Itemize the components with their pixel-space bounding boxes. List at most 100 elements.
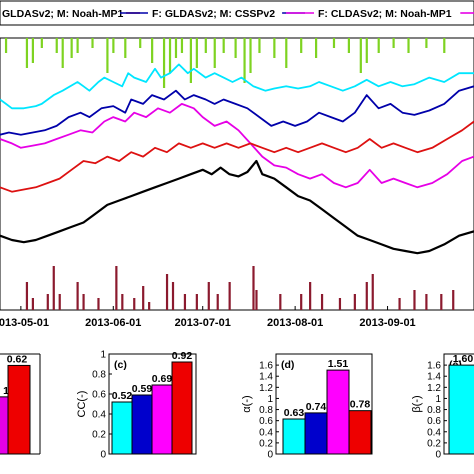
irrigation-bar [31, 298, 34, 310]
irrigation-bar [97, 298, 100, 310]
bar-value-label: 0.62 [7, 353, 28, 365]
panel-e: 00.20.40.60.811.21.41.6β(-)(e)1.60 [411, 353, 474, 461]
irrigation-bar [25, 282, 29, 310]
rain-bar [273, 38, 276, 58]
bar-value-label: 0.74 [306, 401, 327, 413]
bar-value-label: 1.60 [453, 353, 474, 365]
rain-bar [365, 38, 368, 63]
rain-bar [332, 38, 336, 48]
rain-bar [443, 38, 446, 53]
y-tick-label: 0 [267, 450, 273, 461]
x-tick-label: 2013-06-01 [85, 317, 141, 329]
y-tick-label: 0.4 [92, 410, 106, 421]
irrigation-bar [320, 294, 324, 310]
rain-bar [124, 38, 127, 58]
rain-bar [234, 38, 237, 58]
y-tick-label: 0 [435, 450, 441, 461]
irrigation-bar [148, 302, 151, 310]
rain-bar [195, 38, 198, 68]
legend-label: F: GLDASv2; M: CSSPv2 [152, 8, 275, 20]
panel-d: 00.20.40.60.811.21.41.6 α(-) (d) 0.630.74 1.… [241, 353, 373, 461]
rain-bar [168, 38, 172, 73]
x-tick-label: 2013-09-01 [359, 317, 415, 329]
irrigation-bar [279, 294, 282, 310]
bar-value-label: 1.51 [328, 358, 349, 370]
bar-value-label: 1 [3, 385, 9, 397]
irrigation-bar [300, 294, 303, 310]
y-tick-label: 1 [100, 350, 106, 361]
panel-b: 10.62 [0, 353, 41, 455]
rain-bar [359, 38, 362, 73]
timeseries-panel: GLDASv2; M: Noah-MP1 F: GLDASv2; M: CSSPv… [0, 0, 474, 329]
rain-bar [222, 38, 225, 53]
y-tick-label: 1 [435, 394, 441, 405]
irrigation-bar [338, 298, 342, 310]
rain-bar [189, 38, 192, 83]
rain-bar [25, 38, 29, 68]
y-tick-label: 0.6 [427, 416, 441, 427]
bar-value-label: 0.78 [350, 399, 371, 411]
irrigation-bar [398, 298, 401, 310]
legend: GLDASv2; M: Noah-MP1 F: GLDASv2; M: CSSPv… [0, 0, 474, 26]
bar-value-label: 0.52 [112, 390, 133, 402]
rain-bar [425, 38, 428, 48]
rain-bar [4, 38, 8, 53]
y-tick-label: 0.8 [92, 370, 106, 381]
rain-bar [300, 38, 303, 53]
rain-bar [61, 38, 64, 68]
rain-bar [204, 38, 207, 53]
y-tick-label: 1.6 [427, 361, 441, 372]
rain-bar [106, 38, 109, 73]
y-tick-label: 0.6 [92, 390, 106, 401]
y-tick-label: 1.4 [427, 372, 441, 383]
y-tick-label: 0.2 [259, 438, 273, 449]
x-tick-labels: 2013-05-01 2013-06-01 2013-07-01 2013-08-01… [0, 306, 416, 329]
bar [304, 412, 328, 455]
rain-bar [91, 38, 94, 48]
y-tick-label: 1.6 [259, 361, 273, 372]
irrigation-bar [58, 294, 61, 310]
irrigation-bar [183, 294, 187, 310]
bar [111, 401, 133, 455]
irrigation-bar [46, 294, 49, 310]
rain-bar [112, 38, 115, 53]
irrigation-bar [82, 294, 85, 310]
series-line [0, 63, 474, 110]
bar-value-label: 0.69 [152, 373, 173, 385]
bar [282, 418, 306, 455]
series-line [0, 85, 474, 136]
bar-value-label: 0.59 [132, 383, 153, 395]
irrigation-bar [165, 274, 169, 310]
irrigation-bar [195, 294, 198, 310]
panel-c: 0 0.2 0.4 0.6 0.8 1 CC(-) (c) 0.520.590.69 0.92 [76, 350, 197, 461]
irrigation-bar [252, 266, 255, 310]
irrigation-bar [228, 282, 231, 310]
legend-label: GLDASv2; M: Noah-MP1 [2, 8, 124, 20]
y-tick-label: 0.4 [427, 427, 441, 438]
y-axis-label: CC(-) [76, 391, 88, 418]
irrigation-bar [216, 294, 219, 310]
irrigation-bar [309, 282, 312, 310]
y-tick-label: 0.8 [427, 405, 441, 416]
irrigation-bar [371, 274, 374, 310]
irrigation-bar [255, 290, 258, 310]
bar-value-label: 0.92 [172, 350, 193, 362]
y-tick-label: 1 [267, 394, 273, 405]
bar [151, 384, 173, 455]
bar-value-label: 0.63 [284, 407, 305, 419]
rain-bar [70, 38, 73, 58]
y-tick-label: 0.6 [259, 416, 273, 427]
y-tick-label: 0.2 [427, 438, 441, 449]
irrigation-bar [76, 282, 79, 310]
bar [131, 394, 153, 455]
y-axis-label: α(-) [241, 395, 253, 412]
rain-bar [40, 38, 43, 48]
rain-bar [31, 38, 34, 63]
bar [448, 364, 474, 455]
rain-bar [151, 38, 154, 63]
bar [171, 361, 193, 455]
irrigation-bar [133, 298, 136, 310]
irrigation-bar [207, 282, 210, 310]
irrigation-bar [121, 294, 124, 310]
